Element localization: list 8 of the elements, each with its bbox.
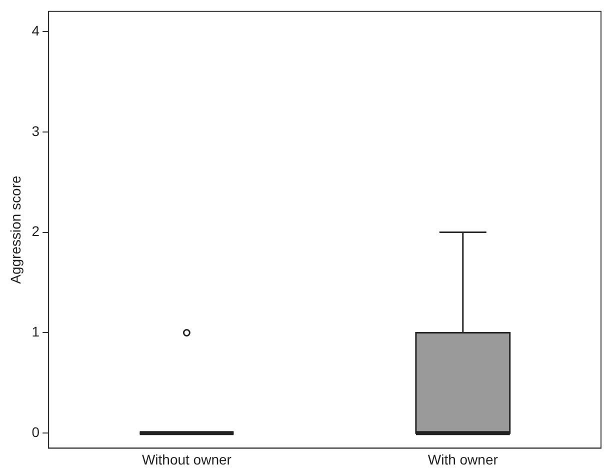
y-tick-label: 1	[32, 324, 40, 340]
y-tick-label: 0	[32, 424, 40, 440]
x-tick-label: With owner	[428, 451, 498, 468]
y-tick-label: 2	[32, 223, 40, 240]
y-axis-title: Aggression score	[7, 176, 24, 284]
y-tick-label: 3	[32, 122, 40, 139]
x-tick-label: Without owner	[142, 451, 232, 468]
y-tick-label: 4	[32, 22, 40, 38]
